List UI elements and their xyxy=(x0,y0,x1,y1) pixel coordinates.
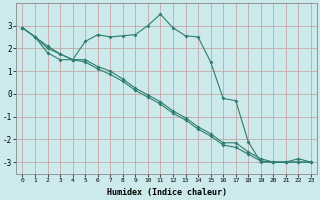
X-axis label: Humidex (Indice chaleur): Humidex (Indice chaleur) xyxy=(107,188,227,197)
